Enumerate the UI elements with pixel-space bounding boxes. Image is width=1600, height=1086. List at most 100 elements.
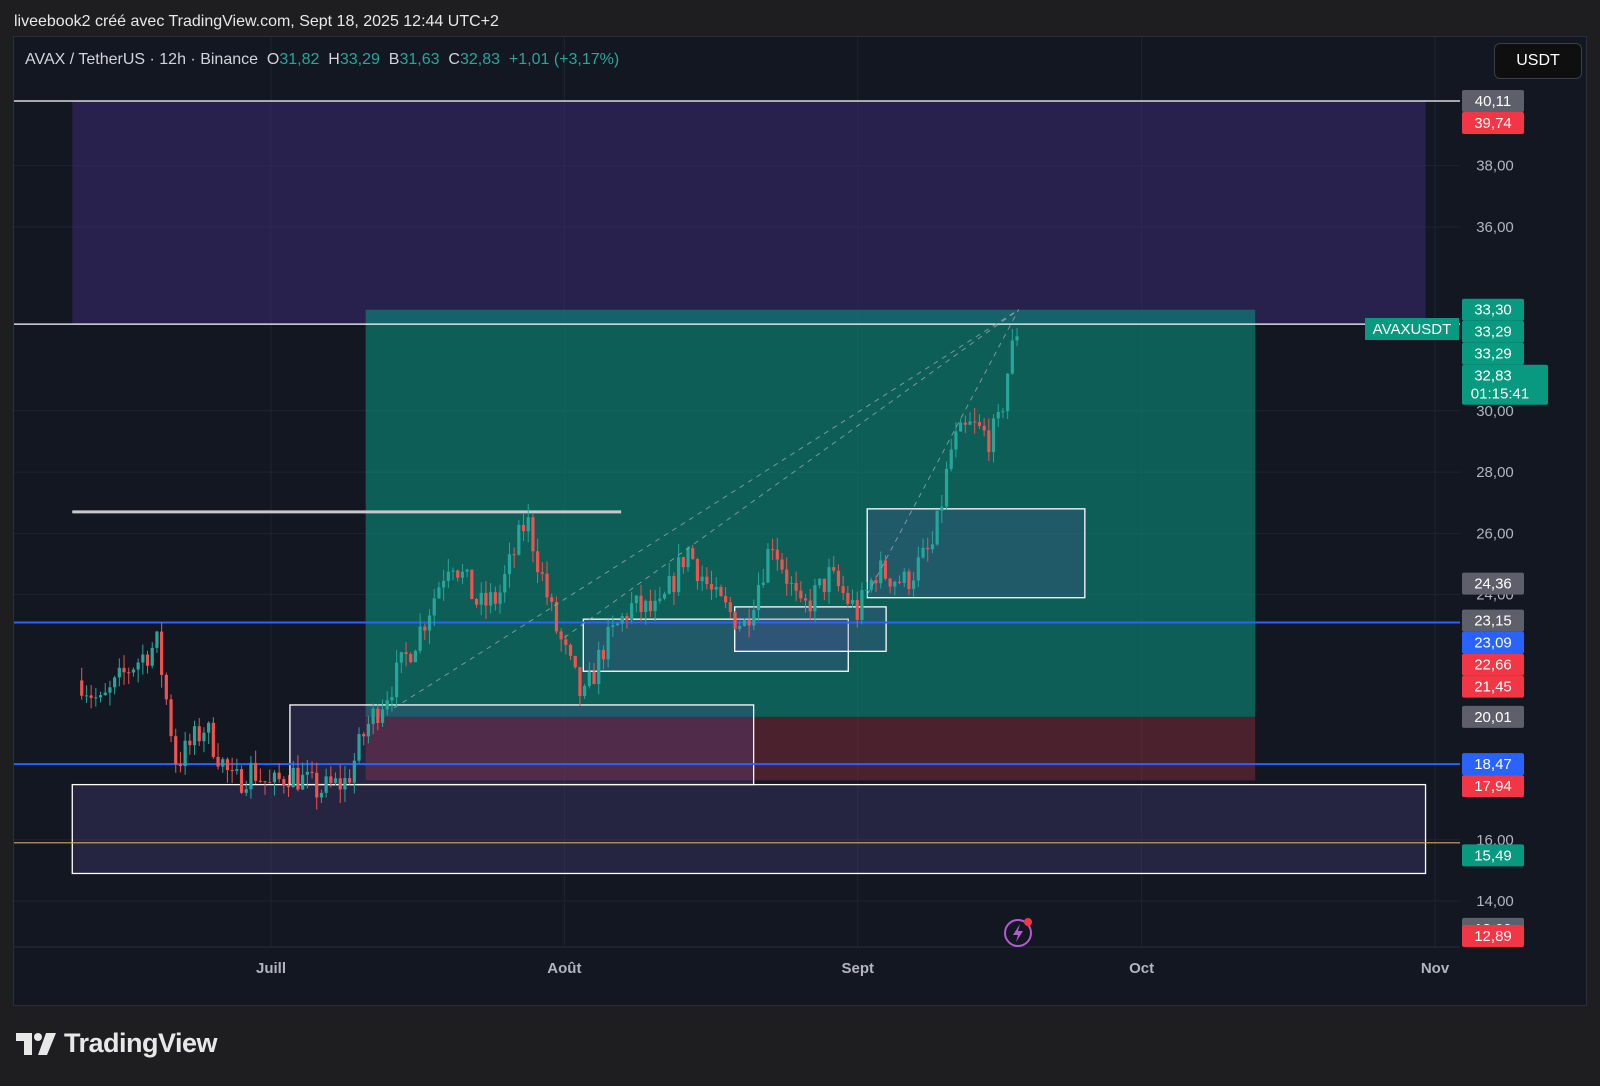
- candle-body: [536, 551, 540, 573]
- price-tag-background: [1462, 112, 1524, 135]
- candle-body: [869, 580, 873, 590]
- candle-body: [145, 654, 150, 666]
- candle-body: [108, 687, 112, 693]
- candle-body: [470, 569, 474, 600]
- candle-body: [178, 764, 183, 767]
- candle-body: [460, 571, 465, 578]
- candle-body: [343, 778, 347, 790]
- candle-body: [1006, 373, 1010, 412]
- candle-body: [272, 772, 277, 783]
- legend-high-label: H: [328, 51, 340, 68]
- candle-body: [423, 626, 427, 631]
- candle-body: [503, 574, 507, 593]
- price-tick-label: 14,00: [1476, 893, 1514, 910]
- price-tag-background: [1462, 675, 1524, 698]
- legend-close-value: 32,83: [459, 51, 501, 68]
- time-tick-label: Sept: [841, 960, 874, 977]
- price-tag-background: [1462, 775, 1524, 798]
- candle-body: [855, 600, 859, 620]
- candle-body: [756, 584, 761, 611]
- candle-body: [573, 655, 577, 668]
- candle-body: [606, 626, 610, 660]
- chart-area[interactable]: 14,00 16,00 24,00 26,00 28,00 30,00 36,00 38,00…: [13, 36, 1587, 1006]
- candle-body: [465, 569, 469, 572]
- candle-body: [282, 779, 286, 786]
- candle-body: [742, 620, 747, 626]
- currency-button[interactable]: USDT: [1494, 43, 1582, 79]
- tradingview-logo[interactable]: TradingView: [16, 1028, 218, 1059]
- candle-body: [883, 560, 888, 579]
- candle-body: [545, 573, 549, 598]
- candle-body: [916, 557, 920, 581]
- price-tag-value: 23,09: [1474, 635, 1512, 652]
- candle-body: [352, 760, 356, 783]
- candle-body: [103, 692, 107, 696]
- candle-body: [512, 554, 516, 556]
- candle-body: [254, 762, 258, 781]
- price-tag-value: 18,47: [1474, 756, 1512, 773]
- candle-body: [239, 769, 244, 793]
- candle-body: [705, 576, 709, 585]
- candle-body: [841, 586, 845, 593]
- candle-body: [286, 785, 291, 788]
- candle-body: [164, 674, 168, 700]
- candle-body: [982, 425, 986, 431]
- ohlc-legend: AVAX / TetherUS · 12h · Binance O31,82 H…: [25, 51, 619, 69]
- price-tag-background: [1462, 631, 1524, 654]
- candle-body: [601, 649, 606, 660]
- candle-body: [578, 667, 582, 696]
- candle-body: [935, 510, 939, 545]
- candle-body: [540, 572, 544, 574]
- alert-icon[interactable]: [1004, 918, 1032, 947]
- candle-body: [996, 411, 1000, 419]
- candle-body: [959, 422, 963, 432]
- candle-body: [644, 600, 648, 613]
- candle-body: [479, 592, 483, 605]
- candle-body: [122, 667, 126, 673]
- candle-body: [169, 699, 173, 737]
- candle-body: [583, 686, 587, 696]
- price-axis[interactable]: [1460, 37, 1587, 1006]
- candle-body: [846, 592, 850, 604]
- trend-line: [866, 309, 1020, 595]
- candle-body: [131, 669, 136, 673]
- candle-body: [117, 667, 121, 678]
- candle-body: [681, 557, 685, 568]
- candle-body: [89, 695, 93, 698]
- legend-low-value: 31,63: [399, 51, 440, 68]
- candle-body: [526, 517, 530, 532]
- candle-body: [808, 600, 812, 612]
- candle-body: [874, 580, 878, 584]
- candle-body: [399, 652, 403, 663]
- candle-body: [174, 736, 178, 765]
- price-tag-value: 20,01: [1474, 709, 1512, 726]
- candle-body: [902, 571, 906, 583]
- time-tick-label: Oct: [1129, 960, 1154, 977]
- candle-body: [498, 592, 502, 604]
- candle-body: [244, 789, 248, 793]
- candlestick-chart[interactable]: 14,0016,0024,0026,0028,0030,0036,0038,00…: [14, 37, 1587, 1006]
- tradingview-logo-text: TradingView: [64, 1028, 218, 1058]
- candle-body: [766, 549, 770, 583]
- candle-body: [752, 610, 756, 626]
- candle-body: [427, 615, 432, 631]
- candle-body: [235, 769, 239, 771]
- candle-body: [949, 449, 953, 469]
- candle-body: [709, 584, 714, 590]
- candle-body: [653, 600, 657, 612]
- candle-body: [404, 652, 408, 655]
- candle-body: [390, 697, 394, 701]
- price-tag-background: [1462, 844, 1524, 867]
- candle-body: [634, 595, 638, 604]
- red-zone-2: [365, 716, 1256, 781]
- time-axis[interactable]: [14, 947, 1460, 1006]
- candle-body: [113, 677, 117, 688]
- candle-body: [507, 554, 512, 575]
- price-tag-value: 22,66: [1474, 657, 1512, 674]
- candle-body: [155, 631, 159, 648]
- candle-body: [442, 580, 446, 588]
- purple-zone-0: [72, 101, 1426, 325]
- candle-body: [211, 722, 215, 757]
- price-tick-label: 28,00: [1476, 464, 1514, 481]
- candle-body: [84, 695, 89, 697]
